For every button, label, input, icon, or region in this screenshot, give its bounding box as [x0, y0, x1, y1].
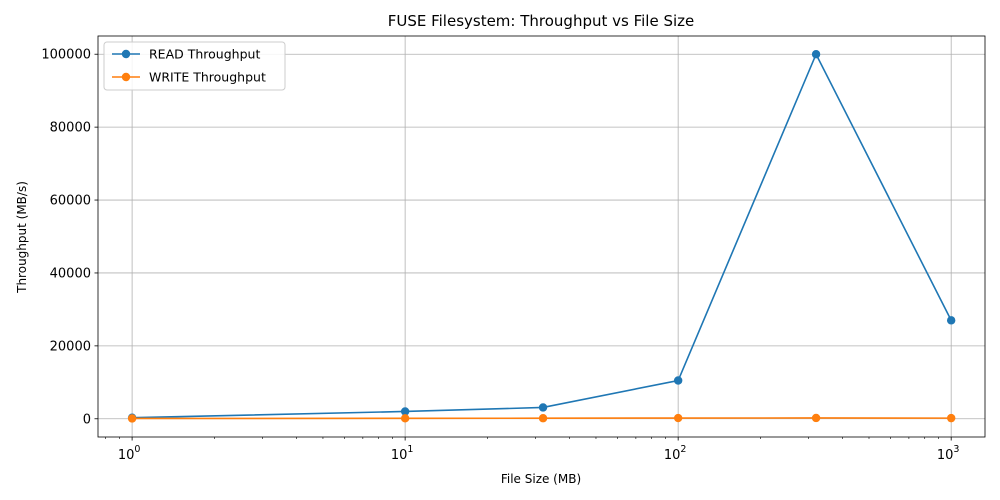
- x-tick-label: 100: [118, 444, 141, 463]
- write-throughput-point: [673, 413, 683, 423]
- y-axis-ticks: 0 20000 40000 60000 80000 100000: [41, 48, 98, 427]
- series-lines: [127, 50, 956, 423]
- write-throughput-point: [946, 413, 956, 423]
- x-axis-label: File Size (MB): [501, 472, 581, 486]
- legend: READ Throughput WRITE Throughput: [103, 41, 286, 91]
- chart-title: FUSE Filesystem: Throughput vs File Size: [388, 12, 695, 30]
- legend-label-read-throughput: READ Throughput: [149, 47, 260, 62]
- x-tick-exponent: 2: [680, 444, 686, 455]
- x-tick-label: 101: [391, 444, 414, 463]
- x-tick-exponent: 1: [407, 444, 413, 455]
- y-tick-label: 0: [83, 412, 91, 427]
- write-throughput-point: [400, 414, 410, 423]
- legend-swatch-marker-write-throughput: [121, 72, 131, 82]
- legend-label-write-throughput: WRITE Throughput: [149, 70, 266, 85]
- read-throughput-point: [673, 376, 683, 385]
- x-tick-exponent: 3: [953, 444, 959, 455]
- read-throughput-point: [400, 407, 410, 416]
- write-throughput-point: [538, 414, 548, 423]
- read-throughput-line: [132, 52, 952, 419]
- x-axis-ticks: 100 101 102 103: [105, 437, 960, 463]
- x-tick-label: 102: [664, 444, 687, 463]
- y-tick-label: 20000: [50, 339, 91, 354]
- x-tick-base: 10: [937, 448, 954, 463]
- legend-swatch-marker-read-throughput: [121, 49, 131, 59]
- legend-box: [103, 41, 286, 91]
- read-throughput-point: [946, 316, 956, 325]
- plot-frame: [97, 35, 986, 438]
- x-tick-label: 103: [937, 444, 960, 463]
- x-tick-base: 10: [391, 448, 408, 463]
- y-tick-label: 100000: [41, 48, 91, 63]
- write-throughput-point: [127, 414, 137, 423]
- read-throughput-point: [811, 50, 821, 59]
- write-throughput-line: [132, 417, 952, 420]
- x-tick-base: 10: [118, 448, 135, 463]
- y-tick-label: 80000: [50, 121, 91, 136]
- grid-lines: [98, 36, 985, 437]
- read-throughput-point: [538, 403, 548, 412]
- y-tick-label: 60000: [50, 194, 91, 209]
- write-throughput-point: [811, 413, 821, 423]
- x-tick-exponent: 0: [134, 444, 140, 455]
- y-axis-label: Throughput (MB/s): [15, 181, 29, 294]
- y-tick-label: 40000: [50, 266, 91, 281]
- x-tick-base: 10: [664, 448, 681, 463]
